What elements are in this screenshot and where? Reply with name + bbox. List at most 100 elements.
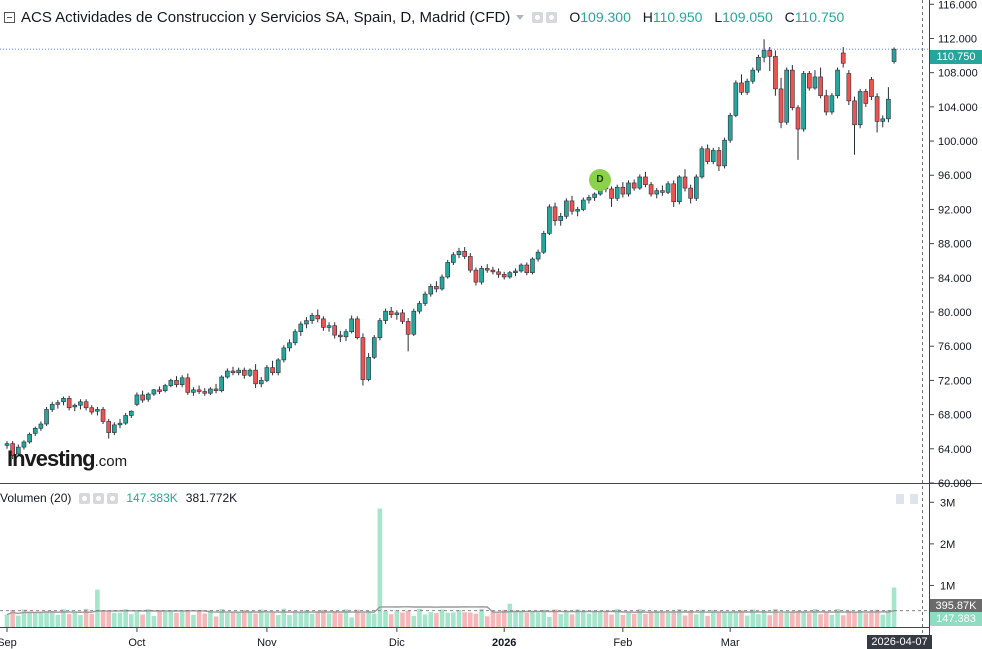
volume-bar <box>614 608 620 627</box>
volume-bar <box>208 610 213 627</box>
candle-body <box>863 91 869 104</box>
volume-bar <box>829 614 835 627</box>
volume-bar <box>145 609 151 627</box>
volume-bar <box>852 611 857 627</box>
candle-body <box>32 427 38 434</box>
settings-icon[interactable] <box>93 492 105 504</box>
candle-body <box>366 357 371 380</box>
candle-up <box>168 378 174 388</box>
candle-body <box>857 91 863 126</box>
candle-body <box>332 325 338 336</box>
candle-body <box>547 206 552 234</box>
volume-bar <box>112 612 117 627</box>
volume-bar <box>78 615 83 627</box>
logo-text: Investing <box>7 446 96 471</box>
volume-bar <box>405 610 411 627</box>
candle-body <box>371 337 377 358</box>
volume-bar <box>479 608 484 627</box>
volume-bar <box>778 613 784 627</box>
time-tick-label: Mar <box>721 637 740 649</box>
eye-icon[interactable] <box>79 492 91 504</box>
candle-down <box>66 395 72 411</box>
volume-ma-value: 381.772K <box>185 491 238 505</box>
volume-bar <box>716 611 722 627</box>
candle-down <box>213 383 219 394</box>
dividend-marker[interactable]: D <box>589 169 611 191</box>
candle-up <box>129 410 134 419</box>
candle-up <box>580 197 586 212</box>
candle-body <box>258 380 264 385</box>
volume-bar <box>202 613 208 627</box>
volume-tick-label: 2M <box>940 539 955 551</box>
collapse-icon[interactable] <box>4 11 15 23</box>
candle-body <box>496 271 501 275</box>
volume-bar <box>846 610 852 627</box>
eye-icon[interactable] <box>532 11 544 23</box>
volume-bar <box>761 610 767 627</box>
candle-body <box>710 150 716 162</box>
price-tick-label: 72.000 <box>938 375 972 387</box>
low-value: 109.050 <box>722 9 773 25</box>
candle-up <box>761 39 767 63</box>
volume-bar <box>394 610 400 627</box>
candle-up <box>750 67 756 84</box>
move-down-icon[interactable] <box>910 494 918 504</box>
candle-body <box>818 76 823 97</box>
volume-bar <box>660 611 665 627</box>
candle-body <box>213 388 219 391</box>
settings-icon[interactable] <box>546 11 558 23</box>
price-tick-label: 112.000 <box>938 33 977 45</box>
candle-body <box>78 401 83 406</box>
volume-bar <box>134 611 140 627</box>
candle-down <box>852 96 857 155</box>
candle-body <box>524 264 530 274</box>
candle-down <box>321 316 326 331</box>
candle-down <box>490 266 496 275</box>
volume-bar <box>332 611 337 627</box>
volume-moving-average-line <box>6 606 895 616</box>
candle-down <box>10 441 15 460</box>
candle-body <box>479 268 484 283</box>
candle-body <box>321 318 326 328</box>
candle-body <box>343 331 349 338</box>
candle-down <box>569 195 575 215</box>
move-up-icon[interactable] <box>896 494 904 504</box>
candle-body <box>727 115 733 141</box>
volume-bar <box>411 615 417 627</box>
price-tick-label: 96.000 <box>938 170 972 182</box>
volume-bar <box>281 608 287 627</box>
candle-down <box>89 405 95 415</box>
crosshair-date-tag: 2026-04-07 <box>867 635 932 649</box>
candle-up <box>456 247 462 259</box>
candle-up <box>445 259 451 279</box>
candle-up <box>4 441 10 449</box>
candle-up <box>349 315 354 334</box>
candle-down <box>400 309 405 324</box>
chevron-down-icon[interactable] <box>516 14 525 20</box>
volume-bar <box>44 610 49 627</box>
candle-up <box>829 93 835 115</box>
candle-body <box>185 377 191 393</box>
candle-down <box>315 309 321 323</box>
candle-up <box>326 322 332 332</box>
volume-bar <box>603 611 609 627</box>
price-tick-label: 60.000 <box>938 478 972 490</box>
candle-body <box>869 79 874 97</box>
candle-body <box>784 69 790 123</box>
candle-body <box>631 182 637 189</box>
candle-down <box>467 253 473 273</box>
close-icon[interactable] <box>107 492 119 504</box>
candle-body <box>66 398 72 409</box>
volume-bar <box>38 611 44 627</box>
candle-up <box>32 426 38 436</box>
candle-down <box>688 184 693 204</box>
candle-up <box>812 70 818 90</box>
candle-up <box>287 339 292 352</box>
candle-down <box>671 180 677 207</box>
volume-bar <box>366 610 371 627</box>
instrument-title: ACS Actividades de Construccion y Servic… <box>21 8 511 26</box>
candle-body <box>49 404 55 410</box>
candle-up <box>15 444 21 457</box>
candle-up <box>592 192 597 201</box>
